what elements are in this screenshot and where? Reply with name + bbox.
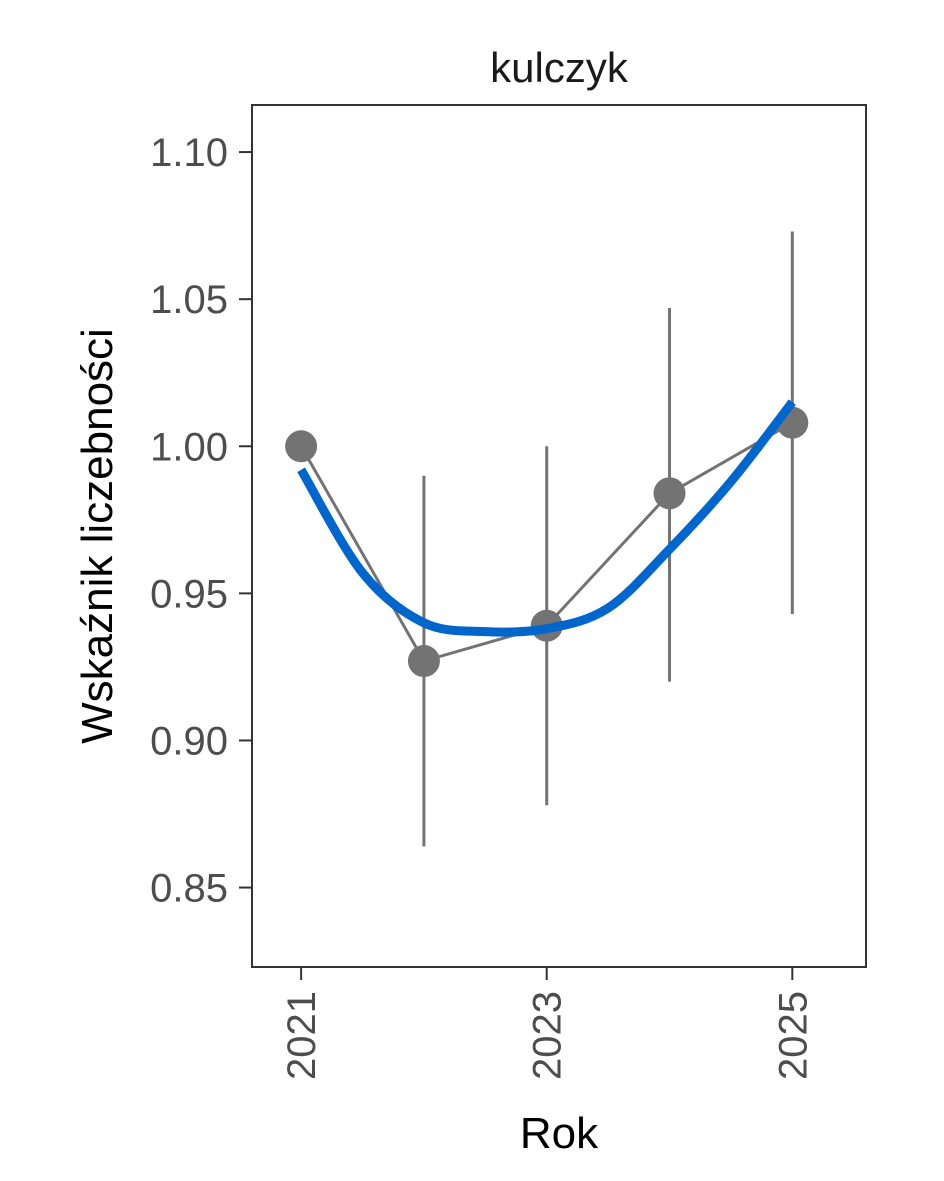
- x-axis-title: Rok: [520, 1109, 599, 1158]
- data-point: [285, 430, 318, 463]
- trend-curve: [297, 399, 796, 637]
- panel-border: [251, 104, 867, 968]
- data-point: [653, 477, 686, 510]
- y-tick-label: 1.05: [150, 278, 228, 322]
- y-tick-label: 0.95: [150, 572, 228, 616]
- y-tick-label: 0.85: [150, 867, 228, 911]
- x-axis: 2021 2023 2025: [280, 967, 815, 1080]
- y-tick-label: 1.00: [150, 425, 228, 469]
- data-point: [407, 645, 440, 678]
- x-tick-label: 2025: [771, 991, 815, 1080]
- panel-title: kulczyk: [490, 44, 629, 91]
- y-axis: 0.85 0.90 0.95 1.00 1.05 1.10: [150, 131, 252, 911]
- y-tick-label: 0.90: [150, 719, 228, 763]
- y-tick-label: 1.10: [150, 131, 228, 175]
- y-axis-title: Wskaźnik liczebności: [73, 328, 122, 744]
- x-tick-label: 2023: [526, 991, 570, 1080]
- plot-layer: [285, 231, 809, 847]
- x-tick-label: 2021: [280, 991, 324, 1080]
